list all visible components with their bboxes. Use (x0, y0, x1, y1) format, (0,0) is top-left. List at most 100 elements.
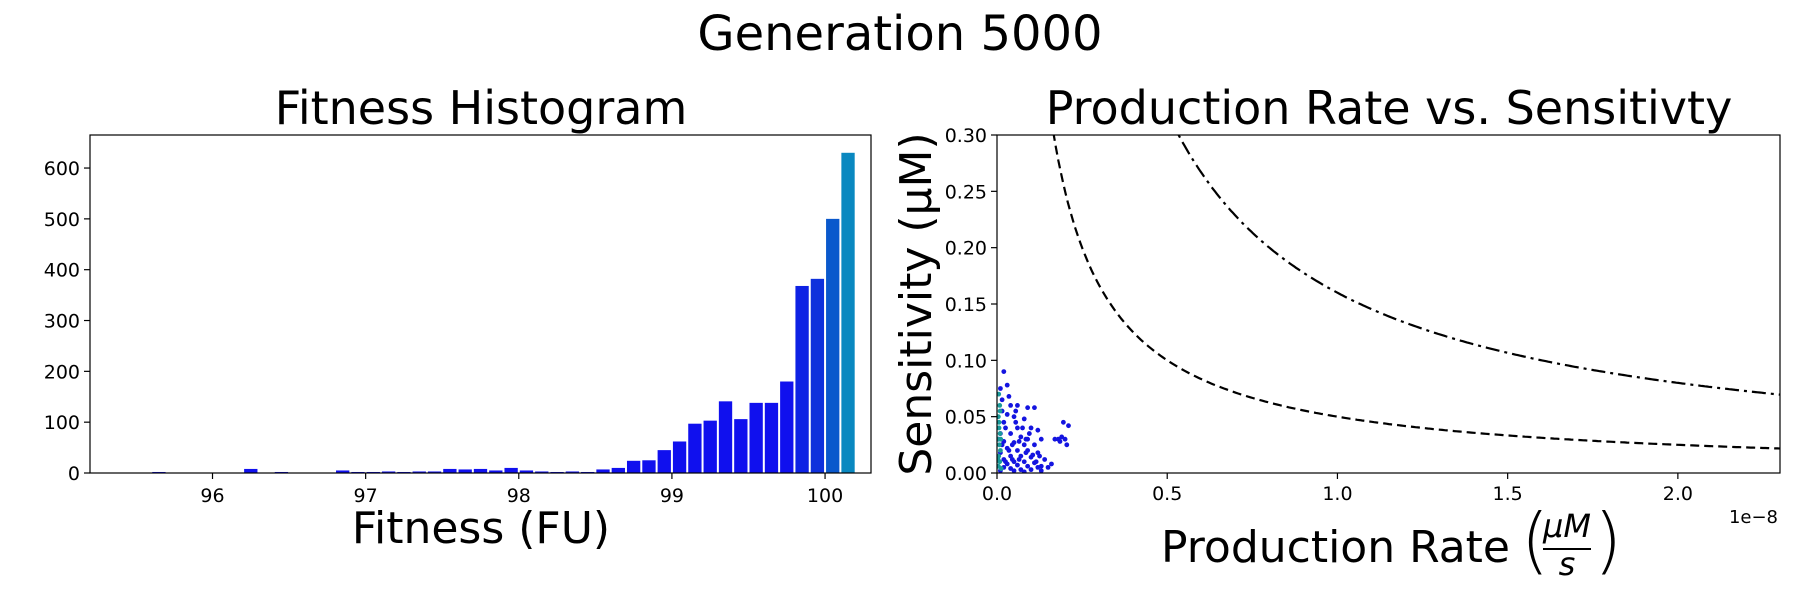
scatter-point (1026, 431, 1032, 436)
scatter-y-tick-label: 0.25 (945, 181, 987, 203)
scatter-point (1008, 403, 1014, 408)
scatter-x-label-numerator: μM (1542, 507, 1591, 545)
histogram-x-ticks: 96 97 98 99 100 (200, 473, 843, 507)
scatter-point (1015, 403, 1020, 408)
scatter-y-tick-label: 0.10 (945, 350, 987, 372)
scatter-panel: Production Rate vs. Sensitivty 0.0 0.5 1.0… (891, 81, 1781, 583)
histogram-bar (703, 420, 717, 473)
scatter-point (1008, 431, 1014, 436)
histogram-x-tick-label: 98 (507, 485, 531, 507)
histogram-bar (519, 470, 534, 473)
scatter-y-ticks: 0.00 0.05 0.10 0.15 0.20 0.25 0.30 (945, 125, 997, 485)
scatter-point (1011, 468, 1017, 473)
histogram-bar (810, 278, 825, 473)
scatter-x-label-denominator: s (1559, 545, 1576, 583)
histogram-y-tick-label: 100 (44, 412, 80, 434)
histogram-bar (443, 468, 457, 473)
histogram-y-tick-label: 0 (68, 463, 80, 485)
scatter-x-label-text: Production Rate (1161, 522, 1510, 573)
scatter-point (1032, 405, 1037, 411)
histogram-y-tick-label: 200 (44, 361, 80, 383)
histogram-y-tick-label: 500 (44, 209, 80, 231)
scatter-point (1028, 467, 1034, 473)
histogram-bar (412, 471, 426, 473)
histogram-y-tick-label: 600 (44, 158, 80, 180)
histogram-bar (427, 471, 442, 473)
histogram-bar (734, 419, 748, 473)
scatter-point (1062, 436, 1068, 442)
histogram-frame (89, 134, 872, 474)
scatter-point (1011, 414, 1017, 420)
scatter-point-teal (997, 425, 1002, 431)
scatter-point (1021, 442, 1027, 448)
histogram-y-ticks: 0 100 200 300 400 500 600 (44, 158, 90, 485)
scatter-point (1035, 427, 1041, 433)
scatter-point (1015, 425, 1020, 431)
scatter-title: Production Rate vs. Sensitivty (1046, 81, 1733, 135)
scatter-point (1059, 434, 1065, 440)
scatter-point (1052, 436, 1058, 442)
scatter-x-offset-label: 1e−8 (1729, 507, 1778, 528)
histogram-title: Fitness Histogram (275, 81, 688, 135)
histogram-bar (764, 402, 779, 473)
scatter-point (999, 397, 1005, 403)
scatter-y-tick-label: 0.00 (945, 463, 987, 485)
histogram-bar (718, 401, 733, 473)
histogram-bar (535, 471, 549, 473)
scatter-point (1016, 439, 1022, 444)
scatter-point (1042, 457, 1048, 462)
scatter-point (1001, 419, 1007, 425)
histogram-x-tick-label: 99 (660, 485, 684, 507)
scatter-point-teal (997, 414, 1001, 420)
scatter-point (1064, 442, 1070, 448)
histogram-x-label: Fitness (FU) (352, 503, 610, 554)
scatter-x-label: Production Rate ( μM s ) (1161, 498, 1622, 583)
histogram-bar (780, 381, 794, 473)
scatter-point (1018, 434, 1024, 440)
histogram-bar (473, 468, 488, 473)
scatter-point (1066, 423, 1071, 429)
histogram-bar (596, 469, 610, 473)
figure-title: Generation 5000 (697, 6, 1103, 62)
histogram-bar (841, 152, 855, 473)
scatter-points (997, 369, 1071, 473)
scatter-point-teal (997, 408, 1003, 414)
histogram-bar (672, 441, 687, 473)
scatter-point (1032, 442, 1037, 448)
scatter-point (1030, 452, 1036, 458)
scatter-y-tick-label: 0.20 (945, 238, 987, 260)
scatter-x-tick-label: 1.0 (1322, 483, 1352, 505)
scatter-point (1038, 463, 1044, 469)
scatter-frame (996, 134, 1781, 474)
scatter-reference-curves (1052, 135, 1780, 450)
scatter-point-teal (997, 391, 1002, 397)
reference-curve-dashdot (1177, 135, 1780, 396)
scatter-point (1028, 425, 1034, 431)
scatter-y-tick-label: 0.15 (945, 294, 987, 316)
reference-curve-dashed (1052, 135, 1780, 450)
scatter-point (1025, 463, 1031, 469)
scatter-point (1023, 436, 1029, 442)
scatter-point (1015, 462, 1020, 468)
histogram-bar (688, 423, 702, 473)
scatter-point-teal (997, 403, 1003, 408)
histogram-bar (458, 469, 472, 473)
scatter-point (998, 386, 1003, 391)
scatter-x-ticks: 0.0 0.5 1.0 1.5 2.0 (982, 473, 1693, 505)
scatter-x-label-close-paren: ) (1594, 498, 1622, 582)
scatter-point (1025, 405, 1031, 411)
scatter-x-tick-label: 2.0 (1663, 483, 1693, 505)
scatter-point-teal (998, 466, 1004, 471)
histogram-x-tick-label: 100 (807, 485, 843, 507)
scatter-y-label: Sensitivity (μM) (891, 132, 942, 475)
histogram-y-tick-label: 400 (44, 260, 80, 282)
scatter-point-teal (997, 442, 1002, 448)
histogram-bar (489, 470, 503, 473)
histogram-bar (749, 402, 763, 473)
scatter-point (1013, 408, 1019, 414)
scatter-point (1016, 457, 1022, 462)
histogram-bars (152, 152, 855, 473)
scatter-point (1009, 442, 1015, 448)
scatter-point (1013, 419, 1019, 425)
